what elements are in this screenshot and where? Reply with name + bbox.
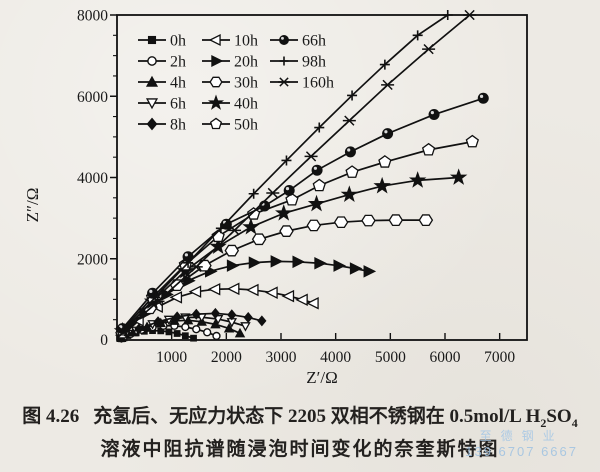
y-tick-label: 4000: [77, 170, 108, 187]
legend-item-30h: 30h: [202, 75, 258, 92]
series-160h: [117, 9, 477, 338]
legend-item-160h: 160h: [270, 75, 334, 92]
legend-label: 8h: [170, 117, 186, 134]
legend-label: 20h: [234, 54, 258, 71]
legend-label: 98h: [302, 54, 326, 71]
y-axis-title: Z″/Ω: [23, 188, 42, 223]
legend-item-6h: 6h: [138, 96, 186, 113]
legend-item-50h: 50h: [202, 117, 258, 134]
legend-label: 160h: [302, 75, 334, 92]
series-50h: [115, 134, 479, 336]
origin-label: 0: [100, 332, 108, 349]
watermark-company: 至德钢业: [479, 429, 564, 443]
x-tick-label: 3000: [266, 349, 297, 366]
legend-item-4h: 4h: [138, 75, 186, 92]
legend-label: 10h: [234, 33, 258, 50]
legend-item-2h: 2h: [138, 54, 186, 71]
legend-label: 0h: [170, 33, 186, 50]
x-tick-label: 4000: [320, 349, 351, 366]
legend-item-0h: 0h: [138, 33, 186, 50]
legend: 0h 2h 4h 6h 8h 10h 20h 30h 40h 50h 66h 98h 160h: [138, 33, 334, 134]
watermark-phone: 139 6707 6667: [465, 444, 578, 460]
series-30h: [115, 214, 434, 339]
legend-item-8h: 8h: [138, 117, 186, 134]
series-66h: [116, 92, 489, 335]
y-tick-label: 8000: [77, 8, 108, 25]
legend-item-40h: 40h: [202, 94, 258, 113]
legend-item-98h: 98h: [270, 54, 326, 71]
legend-label: 6h: [170, 96, 186, 113]
axes: 1000 2000 3000 4000 5000 6000 7000 2000 4000 6000…: [23, 8, 528, 387]
x-tick-label: 2000: [211, 349, 242, 366]
y-tick-label: 6000: [77, 89, 108, 106]
caption-text: 充氢后、无应力状态下 2205 双相不锈钢在 0.5mol/L: [93, 406, 526, 427]
x-axis-title: Z′/Ω: [306, 368, 337, 387]
y-tick-label: 2000: [77, 251, 108, 268]
legend-label: 2h: [170, 54, 186, 71]
caption-line1: 图 4.26 充氢后、无应力状态下 2205 双相不锈钢在 0.5mol/L H2…: [0, 407, 600, 429]
legend-item-66h: 66h: [270, 33, 326, 50]
x-tick-label: 6000: [430, 349, 461, 366]
x-tick-label: 1000: [156, 349, 187, 366]
caption-line2: 溶液中阻抗谱随浸泡时间变化的奈奎斯特图: [100, 438, 500, 460]
series-10h: [114, 282, 319, 342]
x-tick-label: 5000: [375, 349, 406, 366]
nyquist-chart: 1000 2000 3000 4000 5000 6000 7000 2000 4000 6000…: [23, 8, 528, 387]
chem-formula: H2SO4: [525, 406, 578, 430]
legend-label: 40h: [234, 96, 258, 113]
legend-label: 4h: [170, 75, 186, 92]
figure-number: 图 4.26: [22, 406, 80, 427]
figure-caption: 图 4.26 充氢后、无应力状态下 2205 双相不锈钢在 0.5mol/L H2…: [0, 401, 600, 459]
legend-label: 30h: [234, 75, 258, 92]
legend-label: 66h: [302, 33, 326, 50]
legend-label: 50h: [234, 117, 258, 134]
x-tick-label: 7000: [484, 349, 515, 366]
watermark: 至德钢业 139 6707 6667: [465, 429, 578, 460]
legend-item-10h: 10h: [202, 33, 258, 50]
legend-item-20h: 20h: [202, 54, 258, 71]
